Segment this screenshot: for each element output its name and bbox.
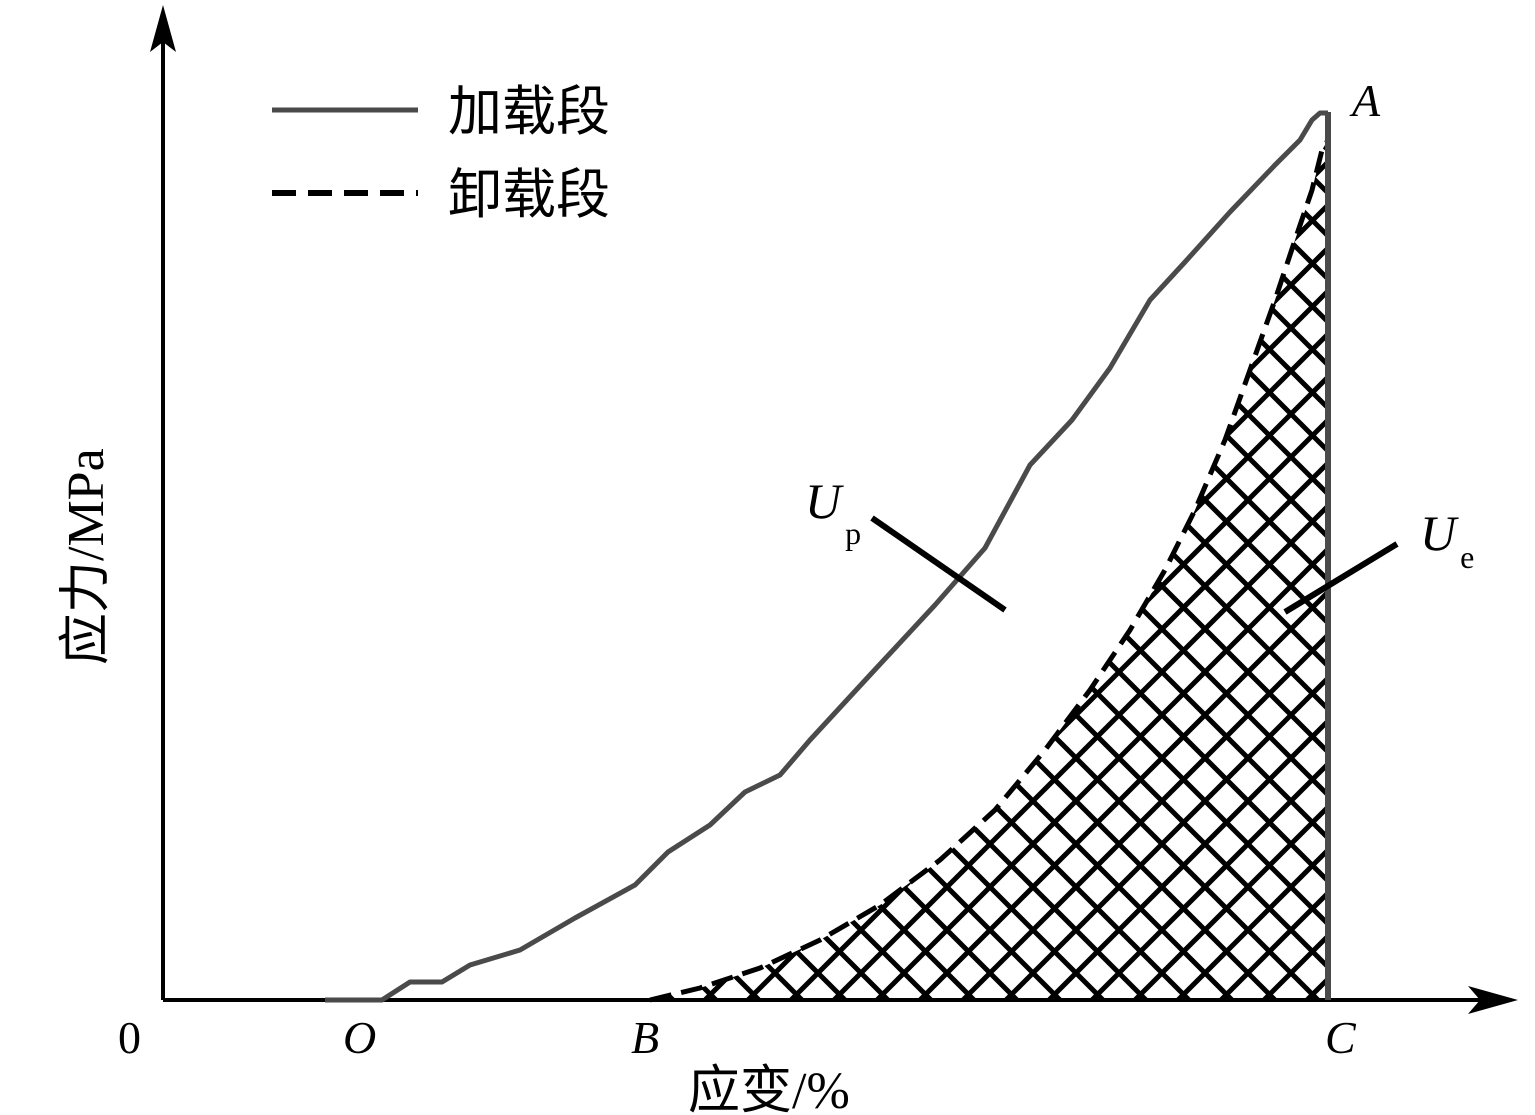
hatch-line: [650, 140, 1291, 1000]
hatch-line: [703, 140, 1328, 1000]
x-axis-arrow-icon: [1468, 986, 1518, 1014]
hatch-line: [904, 140, 1328, 1000]
hatch-line: [1162, 140, 1328, 1000]
hatch-line: [650, 140, 1320, 1000]
hatch-line: [650, 140, 847, 1000]
hatch-line: [650, 140, 861, 1000]
hatch-line: [1133, 140, 1328, 1000]
origin-label: 0: [118, 1012, 141, 1063]
hatch-line: [650, 140, 1328, 1000]
x-axis-title: 应变/%: [688, 1063, 850, 1115]
hatch-line: [650, 140, 818, 1000]
up-label: Up: [805, 473, 861, 551]
hatch-line: [1262, 140, 1328, 1000]
hatch-line: [650, 140, 890, 1000]
hatch-line: [1219, 140, 1328, 1000]
unloading-curve: [649, 138, 1331, 1003]
hatch-line: [0, 0, 300, 1100]
hatch-line: [947, 140, 1328, 1000]
hatch-line: [0, 0, 286, 1100]
hatch-line: [1033, 140, 1328, 1000]
hatch-line: [650, 140, 1328, 1000]
legend-unloading-label: 卸载段: [448, 165, 610, 225]
hatch-line: [650, 140, 1162, 1000]
hatch-line: [650, 140, 1328, 1000]
up-pointer-line: [870, 515, 1007, 613]
hatch-line: [0, 0, 372, 1100]
legend-loading-label: 加载段: [448, 82, 610, 142]
hatch-line: [650, 140, 1205, 1000]
hatch-line: [660, 140, 1328, 1000]
hatch-line: [650, 140, 1328, 1000]
hatch-line: [1076, 140, 1328, 1000]
legend: 加载段 卸载段: [272, 82, 610, 225]
hatch-line: [650, 140, 1076, 1000]
hatch-line: [990, 140, 1328, 1000]
hatch-line: [1176, 140, 1328, 1000]
point-label-a: A: [1349, 75, 1381, 126]
hatch-line: [818, 140, 1328, 1000]
hatch-line: [650, 140, 1248, 1000]
hatch-line: [650, 140, 1277, 1000]
hatch-line: [650, 140, 804, 1000]
y-axis-arrow-icon: [150, 5, 176, 52]
hatch-line: [650, 140, 1234, 1000]
hatch-line: [0, 0, 343, 1100]
ue-pointer-line: [1283, 541, 1399, 615]
hatch-line: [650, 140, 1119, 1000]
hatch-line: [0, 0, 243, 1100]
hatch-line: [689, 140, 1328, 1000]
point-label-b: B: [631, 1012, 659, 1063]
hatch-line: [1119, 140, 1328, 1000]
point-label-o: O: [343, 1012, 376, 1063]
point-label-c: C: [1325, 1012, 1357, 1063]
hatch-line: [650, 140, 1191, 1000]
hatch-line: [650, 140, 1328, 1000]
y-axis-title: 应力/MPa: [58, 448, 115, 665]
loading-curve: [325, 110, 1328, 1003]
hatch-line: [861, 140, 1328, 1000]
hatch-line: [732, 140, 1328, 1000]
hatch-line: [650, 140, 775, 1000]
hatch-line: [650, 140, 1328, 1000]
